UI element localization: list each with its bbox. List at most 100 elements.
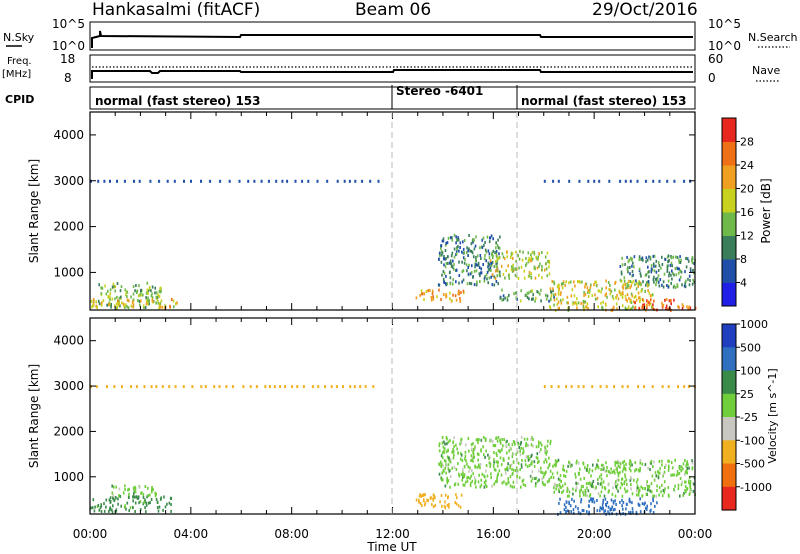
data-cell bbox=[470, 443, 473, 447]
data-cell bbox=[641, 306, 643, 310]
data-cell bbox=[548, 261, 551, 265]
data-cell bbox=[574, 472, 576, 476]
data-cell bbox=[597, 482, 599, 486]
data-cell bbox=[508, 293, 510, 297]
data-cell bbox=[506, 451, 508, 455]
data-cell bbox=[648, 488, 650, 492]
ground-scatter-cell bbox=[353, 385, 356, 389]
data-cell bbox=[602, 307, 604, 311]
data-cell bbox=[655, 280, 658, 284]
data-cell bbox=[576, 306, 578, 310]
data-cell bbox=[554, 293, 557, 296]
data-cell bbox=[670, 461, 673, 464]
data-cell bbox=[493, 460, 495, 464]
data-cell bbox=[496, 454, 498, 457]
data-cell bbox=[512, 440, 515, 443]
data-cell bbox=[685, 279, 687, 283]
data-cell bbox=[667, 264, 669, 268]
cpid-segment-3: normal (fast stereo) 153 bbox=[521, 94, 687, 108]
data-cell bbox=[634, 461, 637, 465]
data-cell bbox=[629, 272, 631, 276]
data-cell bbox=[544, 268, 546, 272]
data-cell bbox=[558, 490, 560, 494]
data-cell bbox=[446, 481, 449, 485]
data-cell bbox=[443, 257, 445, 261]
data-cell bbox=[636, 493, 638, 497]
data-cell bbox=[495, 250, 498, 253]
ground-scatter-cell bbox=[543, 385, 546, 389]
data-cell bbox=[653, 299, 655, 303]
freq-left-tick-bottom: 8 bbox=[64, 71, 72, 85]
data-cell bbox=[616, 470, 619, 474]
data-cell bbox=[667, 285, 670, 289]
data-cell bbox=[139, 299, 141, 303]
data-cell bbox=[658, 264, 661, 268]
data-cell bbox=[565, 469, 568, 473]
data-cell bbox=[100, 504, 103, 508]
data-cell bbox=[471, 479, 474, 483]
ground-scatter-cell bbox=[149, 179, 152, 183]
colorbar-tick-label: 20 bbox=[740, 183, 754, 196]
data-cell bbox=[132, 499, 134, 503]
ground-scatter-cell bbox=[173, 179, 176, 183]
data-cell bbox=[502, 457, 505, 461]
data-cell bbox=[491, 283, 494, 287]
data-cell bbox=[619, 293, 622, 296]
data-cell bbox=[644, 506, 647, 510]
colorbar-swatch bbox=[722, 282, 736, 307]
ground-scatter-cell bbox=[204, 385, 207, 389]
data-cell bbox=[558, 283, 560, 287]
data-cell bbox=[521, 458, 523, 462]
data-cell bbox=[556, 471, 559, 475]
data-cell bbox=[126, 290, 129, 294]
data-cell bbox=[465, 251, 468, 255]
data-cell bbox=[569, 504, 572, 508]
data-cell bbox=[688, 274, 691, 278]
data-cell bbox=[92, 301, 95, 305]
data-cell bbox=[156, 500, 159, 504]
colorbar-swatch bbox=[722, 440, 736, 465]
data-cell bbox=[491, 484, 493, 488]
data-cell bbox=[128, 492, 130, 496]
data-cell bbox=[597, 305, 599, 309]
ground-scatter-cell bbox=[95, 385, 98, 389]
data-cell bbox=[484, 455, 486, 459]
data-cell bbox=[643, 303, 646, 307]
data-cell bbox=[614, 499, 616, 503]
data-cell bbox=[139, 303, 141, 307]
data-cell bbox=[151, 490, 153, 494]
data-cell bbox=[604, 487, 607, 491]
data-cell bbox=[594, 467, 597, 471]
data-cell bbox=[145, 510, 147, 514]
data-cell bbox=[607, 510, 609, 514]
data-cell bbox=[140, 288, 142, 292]
data-cell bbox=[666, 307, 669, 311]
data-cell bbox=[473, 269, 476, 273]
data-cell bbox=[516, 474, 518, 478]
data-cell bbox=[136, 497, 139, 500]
data-cell bbox=[460, 438, 462, 442]
data-cell bbox=[559, 474, 562, 478]
colorbar-tick-label: 1000 bbox=[740, 318, 768, 331]
data-cell bbox=[599, 482, 602, 486]
data-cell bbox=[530, 256, 533, 260]
data-cell bbox=[149, 286, 151, 289]
data-cell bbox=[629, 299, 632, 303]
data-cell bbox=[545, 452, 548, 456]
data-cell bbox=[467, 476, 470, 479]
data-cell bbox=[512, 269, 515, 273]
data-cell bbox=[531, 470, 534, 474]
colorbar-swatch bbox=[722, 235, 736, 260]
data-cell bbox=[473, 448, 476, 452]
ground-scatter-cell bbox=[335, 385, 338, 389]
data-cell bbox=[447, 495, 449, 499]
data-cell bbox=[457, 482, 460, 486]
data-cell bbox=[111, 484, 113, 488]
ground-scatter-cell bbox=[643, 385, 646, 389]
data-cell bbox=[119, 495, 122, 498]
data-cell bbox=[566, 509, 569, 513]
data-cell bbox=[677, 487, 680, 491]
data-cell bbox=[566, 486, 569, 490]
data-cell bbox=[151, 292, 153, 296]
data-cell bbox=[475, 235, 477, 239]
